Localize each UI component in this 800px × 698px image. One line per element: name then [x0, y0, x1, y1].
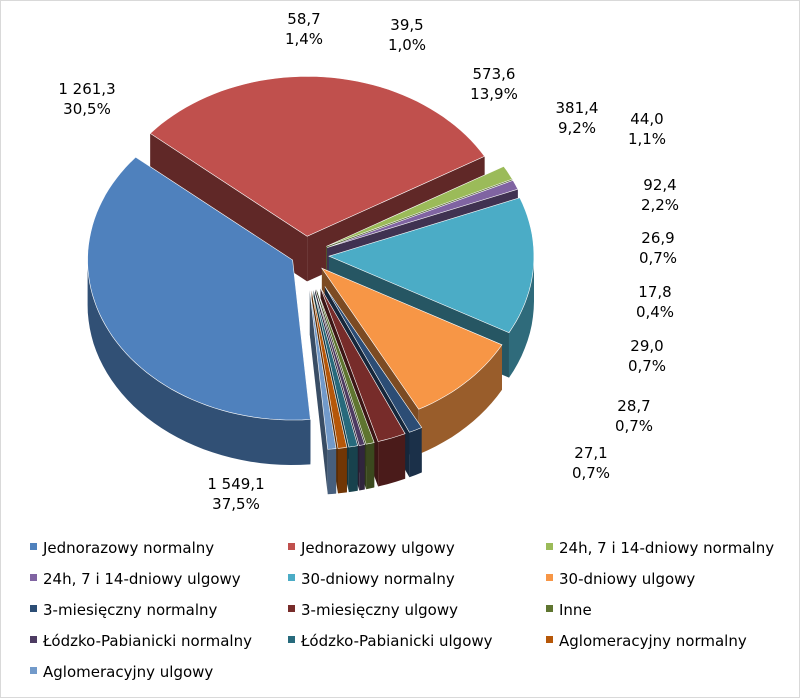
legend-swatch: [288, 574, 295, 581]
legend-swatch: [288, 543, 295, 550]
legend-swatch: [30, 667, 37, 674]
slice-11: [313, 289, 359, 448]
slice-6: [321, 267, 503, 410]
legend-label: Inne: [559, 601, 592, 619]
data-label-percent-4: 1,0%: [388, 36, 426, 54]
data-label-percent-1: 37,5%: [212, 495, 260, 513]
legend-swatch: [288, 605, 295, 612]
data-label-value-10: 17,8: [638, 283, 671, 301]
legend-swatch: [546, 543, 553, 550]
data-label-value-6: 381,4: [556, 99, 599, 117]
slice-side-13: [327, 448, 337, 495]
slice-side-12: [338, 447, 347, 494]
legend-label: Aglomeracyjny normalny: [559, 632, 747, 650]
legend-swatch: [546, 574, 553, 581]
legend-swatch: [30, 636, 37, 643]
slice-side-13: [309, 289, 328, 495]
legend-label: Łódzko-Pabianicki normalny: [43, 632, 252, 650]
pie-chart: 1 549,1 37,5% 1 261,3 30,5% 58,7 1,4% 39,5 1,0%…: [58, 10, 679, 513]
legend-item-2: Jednorazowy ulgowy: [288, 539, 455, 557]
legend-label: 3-miesięczny ulgowy: [301, 601, 458, 619]
data-label-percent-10: 0,4%: [636, 303, 674, 321]
legend-item-12: Aglomeracyjny normalny: [546, 632, 747, 650]
data-label-value-2: 1 261,3: [58, 80, 115, 98]
slice-2: [149, 75, 486, 237]
data-label-value-9: 26,9: [641, 229, 674, 247]
legend-label: 30-dniowy normalny: [301, 570, 455, 588]
slice-side-10: [359, 444, 365, 491]
legend-item-8: 3-miesięczny ulgowy: [288, 601, 458, 619]
data-label-value-5: 573,6: [473, 65, 516, 83]
slice-13: [309, 289, 337, 450]
legend-item-13: Aglomeracyjny ulgowy: [30, 663, 213, 681]
legend-item-4: 24h, 7 i 14-dniowy ulgowy: [30, 570, 241, 588]
data-label-percent-13: 0,7%: [572, 464, 610, 482]
slice-4: [326, 179, 519, 248]
legend-label: 24h, 7 i 14-dniowy normalny: [559, 539, 775, 557]
legend-item-5: 30-dniowy normalny: [288, 570, 455, 588]
legend-swatch: [30, 605, 37, 612]
data-label-percent-11: 0,7%: [628, 357, 666, 375]
slice-side-8: [378, 433, 406, 487]
data-label-value-7: 44,0: [630, 110, 663, 128]
data-label-value-4: 39,5: [390, 16, 423, 34]
legend-label: 3-miesięczny normalny: [43, 601, 218, 619]
slice-5: [328, 197, 535, 334]
data-label-percent-12: 0,7%: [615, 417, 653, 435]
legend-item-1: Jednorazowy normalny: [30, 539, 214, 557]
legend-swatch: [30, 574, 37, 581]
legend-swatch: [546, 605, 553, 612]
data-label-value-13: 27,1: [574, 444, 607, 462]
legend-label: 24h, 7 i 14-dniowy ulgowy: [43, 570, 241, 588]
legend-item-9: Inne: [546, 601, 592, 619]
legend-label: 30-dniowy ulgowy: [559, 570, 696, 588]
slice-side-5: [509, 256, 534, 378]
slice-side-9: [366, 442, 375, 490]
data-label-percent-5: 13,9%: [470, 85, 518, 103]
slice-3: [326, 166, 513, 247]
legend-swatch: [546, 636, 553, 643]
legend-item-11: Łódzko-Pabianicki ulgowy: [288, 632, 493, 650]
legend-swatch: [30, 543, 37, 550]
slice-1: [87, 156, 311, 421]
legend-item-6: 30-dniowy ulgowy: [546, 570, 695, 588]
slice-8: [320, 287, 406, 442]
data-label-percent-7: 1,1%: [628, 130, 666, 148]
data-label-value-3: 58,7: [287, 10, 320, 28]
data-label-value-8: 92,4: [643, 176, 676, 194]
legend-label: Jednorazowy ulgowy: [301, 539, 455, 557]
data-label-percent-3: 1,4%: [285, 30, 323, 48]
data-label-value-11: 29,0: [630, 337, 663, 355]
slice-7: [324, 286, 423, 433]
legend-swatch: [288, 636, 295, 643]
data-label-percent-2: 30,5%: [63, 100, 111, 118]
data-label-percent-6: 9,2%: [558, 119, 596, 137]
data-label-value-12: 28,7: [617, 397, 650, 415]
data-label-percent-8: 2,2%: [641, 196, 679, 214]
slice-side-11: [348, 445, 358, 493]
slice-12: [311, 289, 348, 449]
data-label-value-1: 1 549,1: [207, 475, 264, 493]
legend-label: Jednorazowy normalny: [43, 539, 215, 557]
legend-item-7: 3-miesięczny normalny: [30, 601, 217, 619]
slice-side-1: [87, 260, 311, 465]
legend-item-3: 24h, 7 i 14-dniowy normalny: [546, 539, 774, 557]
slice-9: [316, 288, 375, 445]
slice-side-7: [409, 427, 422, 478]
legend-item-10: Łódzko-Pabianicki normalny: [30, 632, 252, 650]
legend-label: Aglomeracyjny ulgowy: [43, 663, 214, 681]
data-label-percent-9: 0,7%: [639, 249, 677, 267]
slice-10: [315, 289, 366, 446]
legend-label: Łódzko-Pabianicki ulgowy: [301, 632, 493, 650]
slice-side-6: [418, 344, 502, 455]
